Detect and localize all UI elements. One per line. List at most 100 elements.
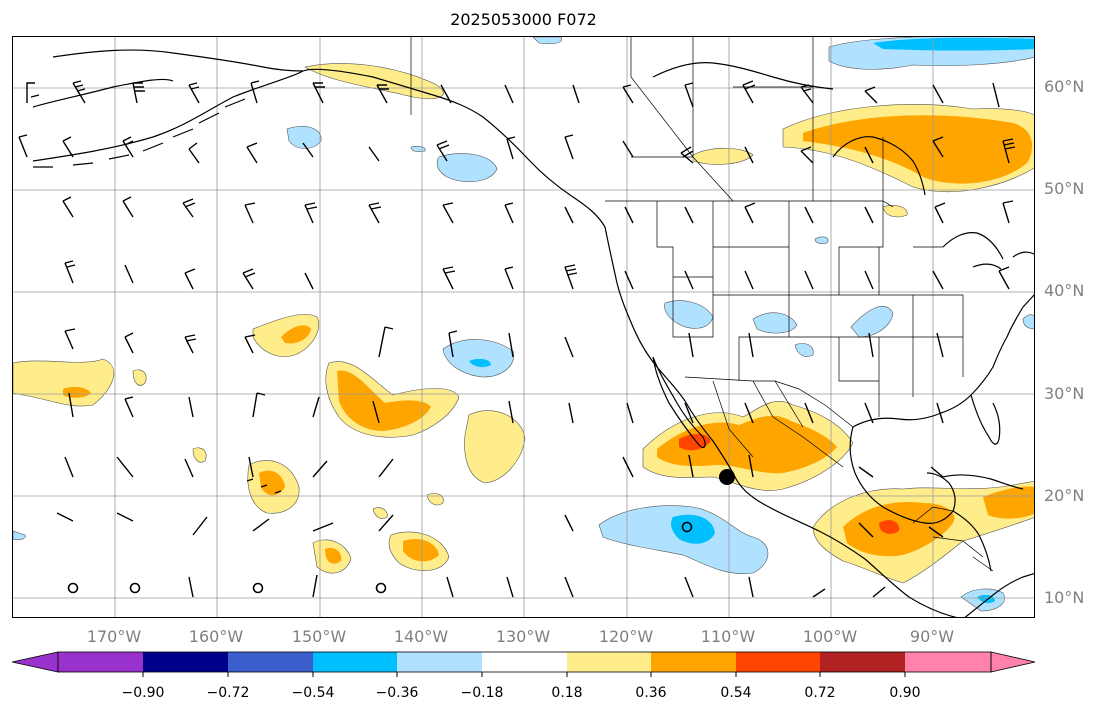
lat-label-50: 50°N <box>1044 179 1085 198</box>
coast-alaska-north <box>52 49 304 72</box>
colorbar-seg-6 <box>567 652 651 672</box>
coast-canada-north <box>652 62 834 90</box>
contour-positive-mexico-core <box>657 415 837 474</box>
contour-negative-eastpac-core <box>671 514 715 544</box>
contour-positive-b-core <box>337 370 431 431</box>
coast-hudson <box>832 136 926 196</box>
coast-gulf-mexico <box>849 426 956 524</box>
colorbar-seg-8 <box>736 652 820 672</box>
contour-negative-utah <box>752 312 798 334</box>
lat-label-40: 40°N <box>1044 281 1085 300</box>
coast-pacific <box>604 226 957 617</box>
lon-label-170w: 170°W <box>86 627 142 646</box>
contour-positive-caribbean <box>983 486 1034 519</box>
lon-label-160w: 160°W <box>188 627 244 646</box>
border-us-mexico <box>684 376 854 428</box>
contour-negative-colorado <box>794 343 814 357</box>
map-panel[interactable] <box>12 36 1035 618</box>
border-us-states <box>656 201 964 417</box>
coast-gulf <box>852 294 1034 428</box>
colorbar-tick-label-5: 0.18 <box>551 685 583 701</box>
contour-positive-canada-east-core <box>803 115 1033 184</box>
colorbar-tick-label-8: 0.72 <box>804 685 836 701</box>
borders <box>410 37 994 572</box>
colorbar-tick-label-3: −0.36 <box>375 685 419 701</box>
colorbar-extend-low <box>11 651 59 673</box>
colorbar-seg-2 <box>228 652 313 672</box>
lon-label-120w: 120°W <box>598 627 654 646</box>
colorbar-seg-10 <box>905 652 991 672</box>
contour-positive-h <box>132 369 147 386</box>
contour-positive-west-pacific <box>13 358 115 407</box>
coast-hawaii <box>246 478 282 494</box>
coast-yucatan <box>952 510 992 572</box>
contour-negative-west <box>13 530 26 541</box>
coast-baja <box>652 356 706 448</box>
contour-negative-plains <box>850 306 894 338</box>
colorbar <box>11 651 1036 677</box>
colorbar-seg-4 <box>397 652 482 672</box>
colorbar-tick-label-4: −0.18 <box>460 685 504 701</box>
border-mexico-states <box>712 380 844 468</box>
lat-label-60: 60°N <box>1044 77 1085 96</box>
colorbar-tick-label-7: 0.54 <box>720 685 752 701</box>
colorbar-tick-label-0: −0.90 <box>121 685 165 701</box>
colorbar-ticks <box>142 672 906 677</box>
colorbar-seg-9 <box>820 652 905 672</box>
wind-barbs-layer <box>18 80 1016 598</box>
lon-label-110w: 110°W <box>700 627 756 646</box>
colorbar-seg-5 <box>482 652 567 672</box>
contour-positive-hudson <box>692 147 754 165</box>
contour-negative-east <box>1022 314 1034 330</box>
colorbar-seg-0 <box>58 652 143 672</box>
calm-markers <box>67 521 693 594</box>
lat-label-30: 30°N <box>1044 384 1085 403</box>
lon-label-150w: 150°W <box>291 627 347 646</box>
lat-label-10: 10°N <box>1044 588 1085 607</box>
location-marker[interactable] <box>719 469 735 485</box>
contour-positive-g <box>426 493 444 506</box>
colorbar-tick-label-1: −0.72 <box>206 685 250 701</box>
lon-label-130w: 130°W <box>495 627 551 646</box>
colorbar-seg-7 <box>651 652 736 672</box>
contour-negative-pacific-core <box>469 358 491 368</box>
chart-title: 2025053000 F072 <box>450 10 597 29</box>
colorbar-seg-1 <box>143 652 228 672</box>
contour-positive-great-lakes <box>882 205 908 218</box>
contour-negative-bc-small <box>410 145 426 153</box>
contour-positive-f-core <box>403 538 439 562</box>
border-central-am <box>912 506 994 572</box>
colorbar-tick-label-6: 0.36 <box>635 685 667 701</box>
contour-negative-alaska-top <box>532 37 563 45</box>
coast-florida <box>970 394 1001 445</box>
contour-negative-nevada <box>664 300 714 329</box>
coastlines <box>32 49 1034 617</box>
contour-negative-bc <box>436 153 498 182</box>
lat-label-20: 20°N <box>1044 486 1085 505</box>
contour-positive-e-core <box>325 547 342 564</box>
colorbar-outline <box>57 651 992 673</box>
contour-negative-nw-canada-core <box>873 37 1034 51</box>
contour-positive-c <box>464 410 526 484</box>
gridlines <box>13 37 1034 617</box>
contour-negative-kansas <box>814 236 829 245</box>
coast-aleutians <box>33 98 246 168</box>
colorbar-seg-3 <box>313 652 397 672</box>
lon-label-140w: 140°W <box>393 627 449 646</box>
contour-positive-i <box>192 447 207 463</box>
colorbar-tick-label-9: 0.90 <box>889 685 921 701</box>
coast-alaska <box>32 68 606 228</box>
colorbar-extend-high <box>990 651 1036 673</box>
coast-central-am <box>964 572 1034 617</box>
coast-great-lakes <box>942 232 1034 270</box>
coast-cuba <box>942 474 1024 490</box>
contour-positive-alaska <box>304 63 444 100</box>
contour-positive-d-core <box>259 470 285 496</box>
colorbar-tick-label-2: −0.54 <box>291 685 335 701</box>
lon-label-100w: 100°W <box>802 627 858 646</box>
contour-negative-pacific <box>442 339 514 378</box>
map-svg <box>13 37 1034 617</box>
colorbar-segments <box>58 652 991 672</box>
border-canada-prov <box>630 37 884 202</box>
contour-positive-j <box>372 507 388 519</box>
